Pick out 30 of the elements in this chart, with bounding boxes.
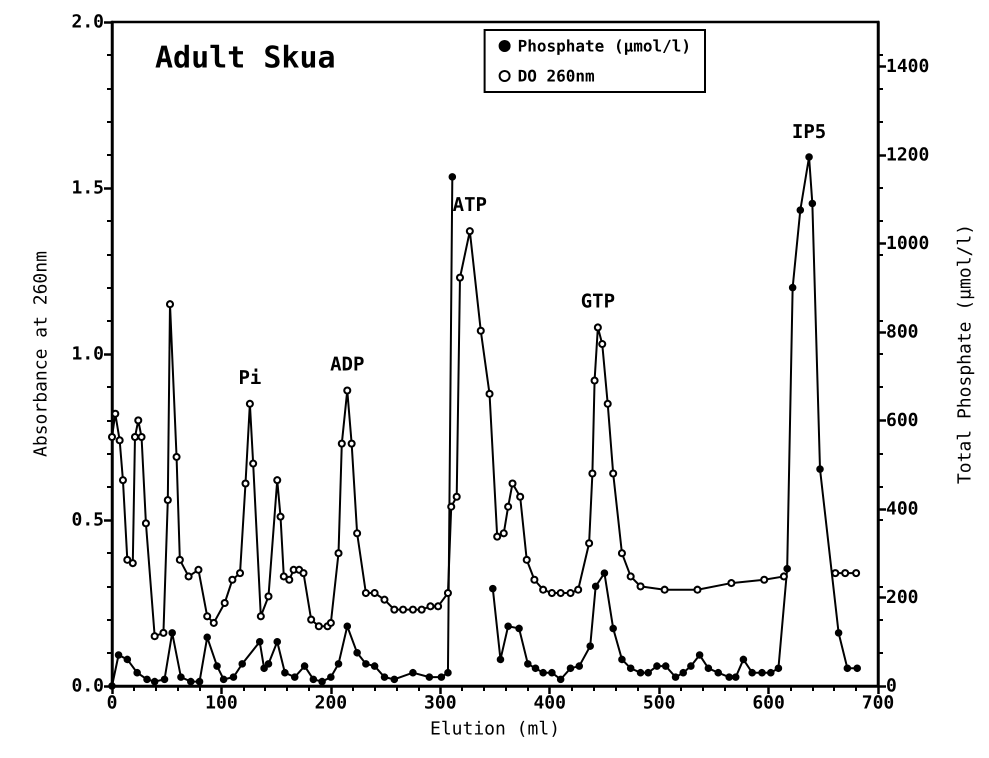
x-tick-label: 100 xyxy=(205,692,238,714)
y2-tick-label: 1000 xyxy=(886,232,930,254)
annotation: ADP xyxy=(330,354,364,376)
y-tick-label: 0.5 xyxy=(71,510,104,530)
annotation: Pi xyxy=(238,366,262,389)
x-tick-label: 600 xyxy=(752,692,785,714)
y2-tick-label: 200 xyxy=(886,586,919,608)
y-tick-label: 1.0 xyxy=(71,344,104,364)
y2-tick-label: 1200 xyxy=(886,144,930,166)
annotation: IP5 xyxy=(792,121,826,144)
legend-label: DO 260nm xyxy=(518,66,596,86)
annotation: ATP xyxy=(452,194,487,216)
annotation: GTP xyxy=(580,290,616,312)
y-tick-label: 0.0 xyxy=(71,676,104,696)
x-tick-label: 400 xyxy=(533,692,566,714)
y2-tick-label: 400 xyxy=(886,498,919,520)
y2-tick-label: 600 xyxy=(886,410,919,431)
y2-tick-label: 1400 xyxy=(886,56,930,77)
text: Adult Skua xyxy=(155,40,336,76)
y-tick-label: 1.5 xyxy=(71,178,104,198)
x-axis-title: Elution (ml) xyxy=(430,718,560,740)
x-tick-label: 0 xyxy=(106,692,118,714)
x-tick-label: 300 xyxy=(424,692,457,714)
legend-label: Phosphate (µmol/l) xyxy=(518,36,691,56)
y-tick-label: 2.0 xyxy=(71,12,104,32)
y2-tick-label: 800 xyxy=(886,321,919,342)
x-tick-label: 500 xyxy=(642,692,676,714)
y2-axis-title: Total Phosphate (µmol/l) xyxy=(954,224,976,484)
x-tick-label: 200 xyxy=(314,692,348,714)
y-axis-title: Absorbance at 260nm xyxy=(30,251,52,457)
